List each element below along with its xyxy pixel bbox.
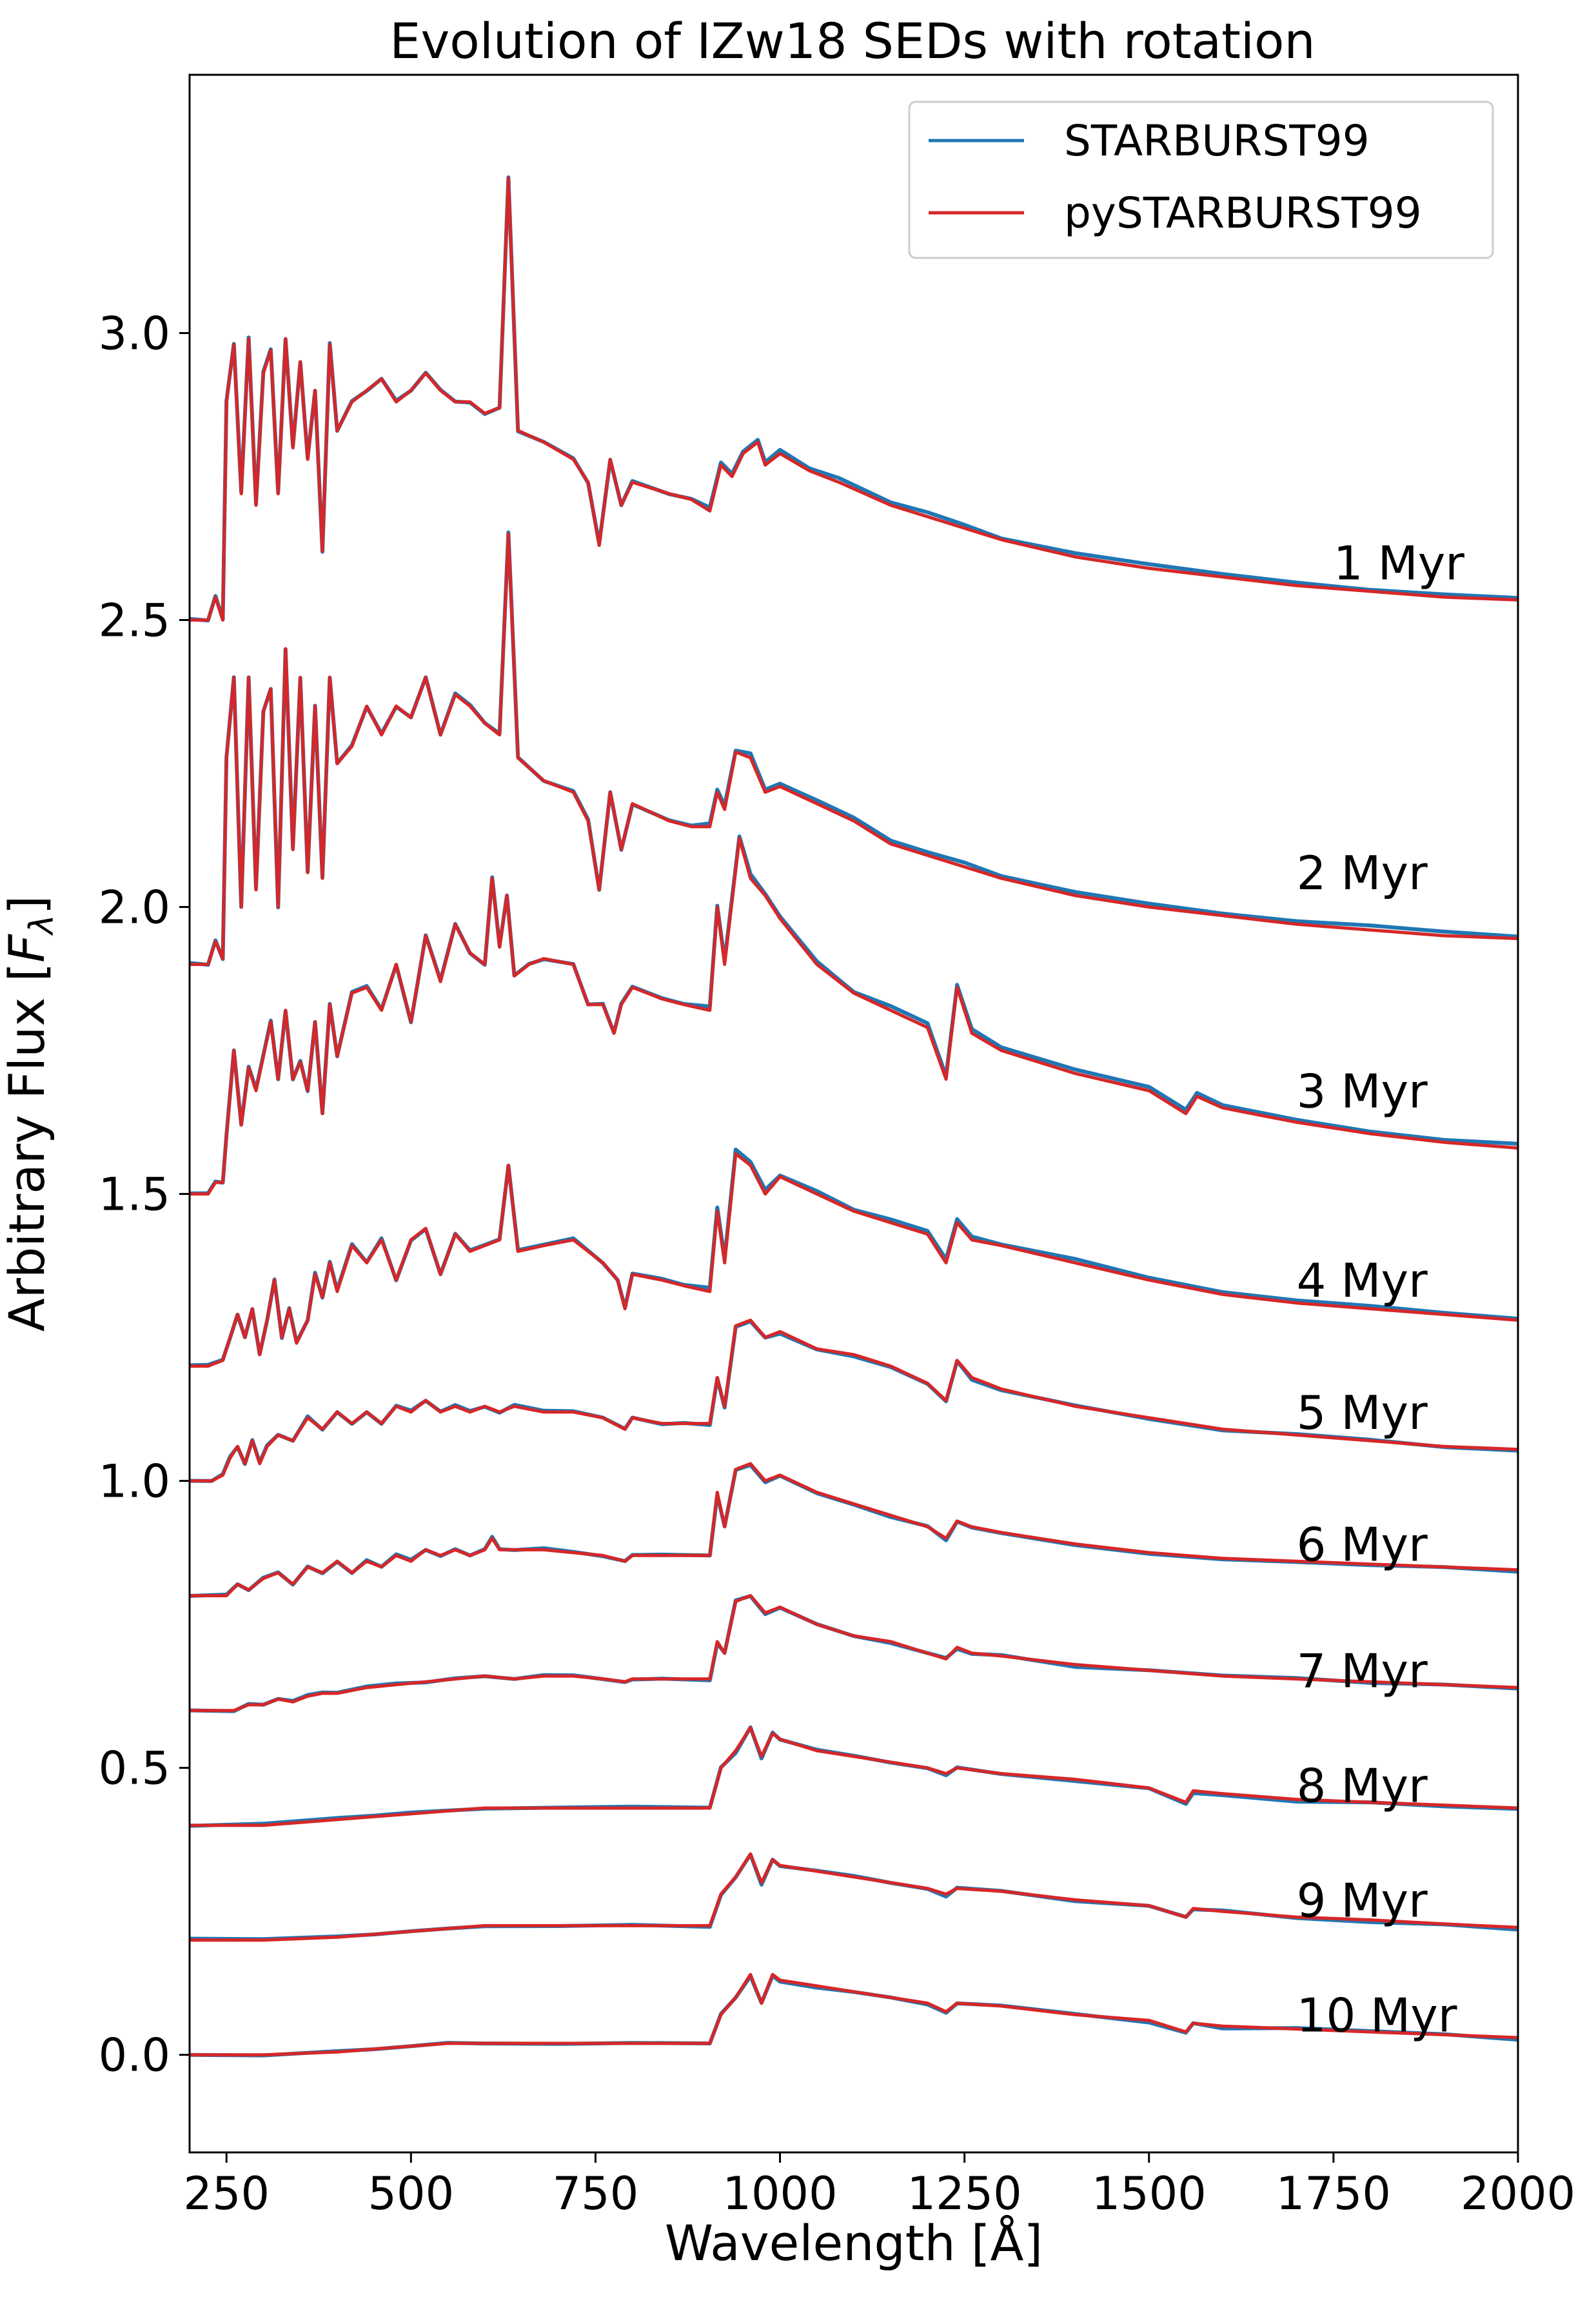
age-label: 9 Myr [1297,1873,1428,1927]
y-tick-label: 0.5 [99,1742,170,1795]
x-tick-label: 1500 [1092,2167,1207,2220]
series-line-pystarburst99-8-myr [190,1726,1519,1827]
x-tick-label: 2000 [1461,2167,1575,2220]
plot-series [189,175,1519,2058]
age-label: 3 Myr [1297,1064,1428,1118]
age-label: 7 Myr [1297,1644,1428,1698]
series-line-pystarburst99-2-myr [190,532,1519,967]
x-tick-label: 1250 [907,2167,1022,2220]
age-label: 1 Myr [1334,536,1464,591]
y-tick-label: 1.0 [99,1455,170,1508]
series-line-pystarburst99-7-myr [190,1594,1519,1713]
age-label: 8 Myr [1297,1758,1428,1813]
chart-title: Evolution of IZw18 SEDs with rotation [389,12,1315,70]
y-tick-label: 1.5 [99,1168,170,1221]
age-label: 5 Myr [1297,1386,1428,1440]
y-tick-label: 2.0 [99,881,170,934]
age-label: 6 Myr [1297,1518,1428,1572]
legend-label-pystarburst99: pySTARBURST99 [1064,188,1422,238]
x-axis-label: Wavelength [Å] [665,2214,1043,2272]
y-tick-label: 0.0 [99,2029,170,2082]
series-line-pystarburst99-4-myr [190,1152,1519,1368]
series-line-pystarburst99-9-myr [190,1852,1519,1942]
x-tick-label: 1000 [722,2167,837,2220]
x-tick-label: 500 [368,2167,455,2220]
x-tick-label: 750 [553,2167,639,2220]
age-label: 2 Myr [1297,846,1428,900]
legend-label-starburst99: STARBURST99 [1064,116,1370,166]
series-line-pystarburst99-3-myr [190,836,1519,1196]
y-axis-ticks: 0.0 0.5 1.0 1.5 2.0 2.5 3.0 [99,308,190,2082]
series-line-pystarburst99-1-myr [190,176,1519,622]
y-tick-label: 3.0 [99,308,170,360]
series-line-pystarburst99-10-myr [190,1972,1519,2057]
x-axis-ticks: 250 500 750 1000 1250 1500 1750 2000 [183,2152,1575,2220]
legend-box [908,101,1494,259]
age-label: 4 Myr [1297,1254,1428,1308]
x-tick-label: 1750 [1276,2167,1391,2220]
plot-area-frame [188,74,1519,2154]
legend: STARBURST99 pySTARBURST99 [908,101,1494,259]
age-label: 10 Myr [1297,1988,1457,2042]
x-tick-label: 250 [183,2167,270,2220]
y-axis-label: Arbitrary Flux [Fλ] [0,896,61,1332]
series-line-pystarburst99-6-myr [190,1462,1519,1598]
y-tick-label: 2.5 [99,595,170,647]
age-labels: 1 Myr 2 Myr 3 Myr 4 Myr 5 Myr 6 Myr 7 Myr 8 Myr… [1297,536,1465,2043]
series-line-pystarburst99-5-myr [190,1318,1519,1483]
